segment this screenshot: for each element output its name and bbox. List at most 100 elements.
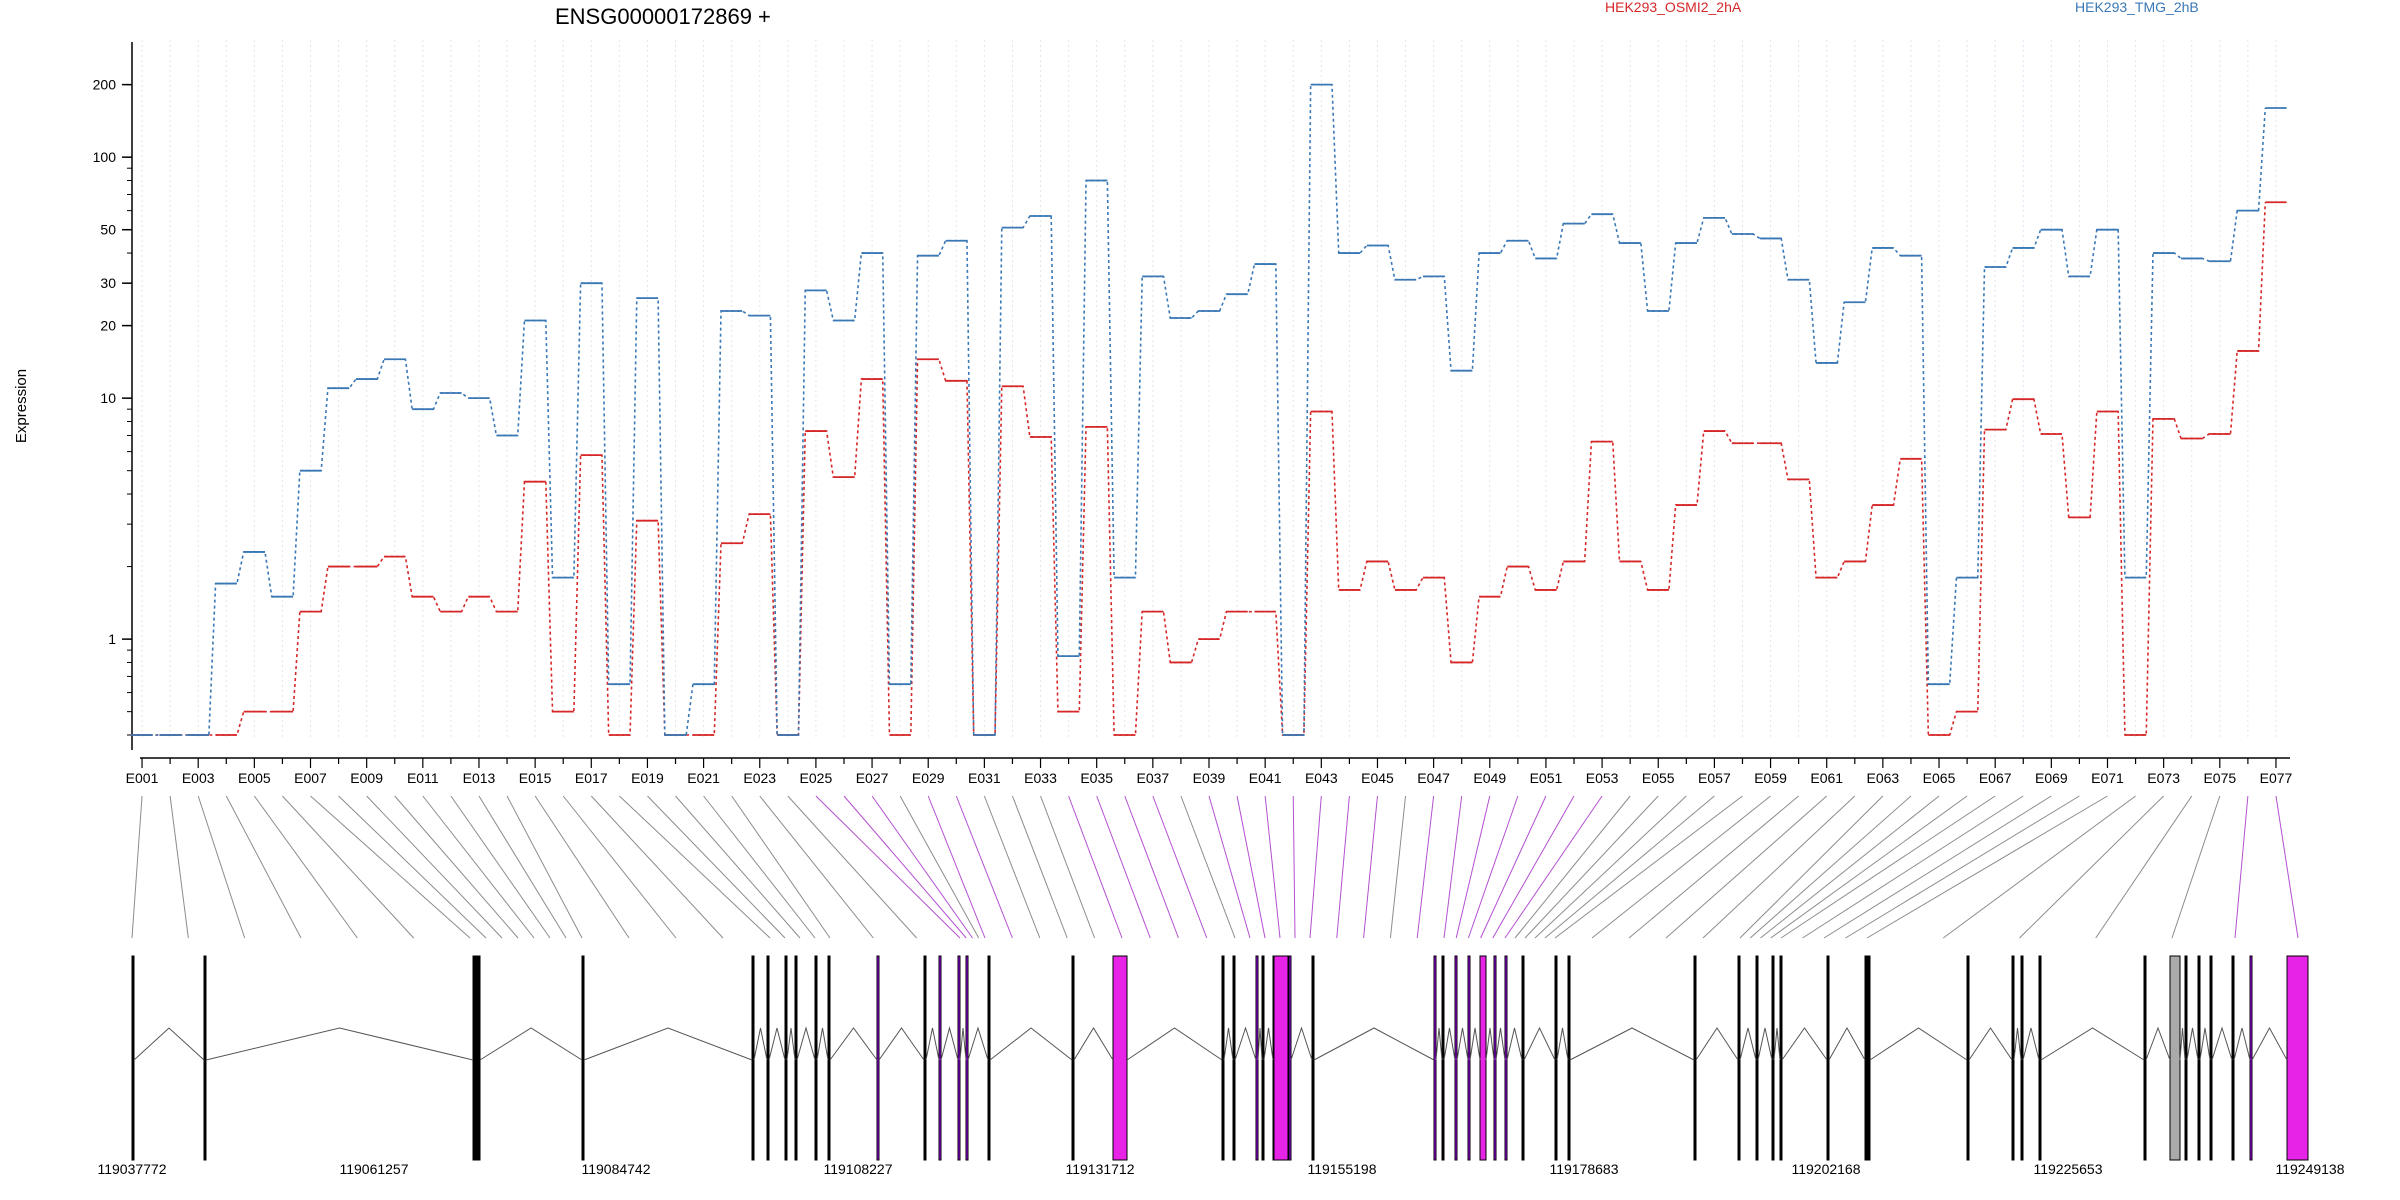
connector-E059 xyxy=(1591,795,1771,939)
genomic-label-119178683: 119178683 xyxy=(1549,1161,1618,1177)
intron-52 xyxy=(2199,1027,2211,1061)
connector-E022 xyxy=(731,795,831,939)
exon-block-36 xyxy=(1567,955,1571,1161)
x-tick-label-E003: E003 xyxy=(182,770,215,786)
intron-2 xyxy=(205,1027,474,1061)
exon-block-7 xyxy=(784,955,788,1161)
intron-29 xyxy=(1456,1027,1469,1061)
exon-block-54 xyxy=(2231,955,2235,1161)
connector-E028 xyxy=(899,795,980,939)
exon-block-18 xyxy=(1112,955,1128,1161)
connector-E007 xyxy=(310,795,471,939)
exon-block-2 xyxy=(203,955,207,1161)
x-tick-label-E001: E001 xyxy=(126,770,159,786)
x-tick-label-E059: E059 xyxy=(1754,770,1787,786)
exon-block-52 xyxy=(2197,955,2201,1161)
exon-block-37 xyxy=(1693,955,1697,1161)
x-tick-label-E063: E063 xyxy=(1867,770,1900,786)
intron-40 xyxy=(1773,1027,1781,1061)
connector-E072 xyxy=(1942,795,2136,939)
x-tick-label-E031: E031 xyxy=(968,770,1001,786)
connector-E014 xyxy=(506,795,583,939)
exon-block-26 xyxy=(1273,955,1289,1161)
intron-25 xyxy=(1290,1026,1313,1061)
intron-1 xyxy=(133,1027,205,1061)
x-tick-label-E009: E009 xyxy=(350,770,383,786)
exon-block-16 xyxy=(987,955,991,1161)
exon-gridlines xyxy=(141,40,2277,740)
connector-E069 xyxy=(1823,795,2052,939)
connector-E004 xyxy=(225,795,302,939)
y-tick-label-20: 20 xyxy=(100,318,116,334)
connector-E073 xyxy=(2019,795,2165,939)
genomic-label-119249138: 119249138 xyxy=(2275,1161,2344,1177)
intron-35 xyxy=(1556,1027,1569,1061)
connector-E044 xyxy=(1336,795,1350,939)
x-tick-label-E075: E075 xyxy=(2203,770,2236,786)
intron-42 xyxy=(1828,1026,1866,1061)
connector-E019 xyxy=(647,795,786,939)
intron-7 xyxy=(786,1027,796,1061)
x-tick-label-E051: E051 xyxy=(1530,770,1563,786)
intron-39 xyxy=(1757,1027,1773,1061)
intron-12 xyxy=(925,1027,940,1061)
connector-E006 xyxy=(282,795,415,939)
genomic-label-119131712: 119131712 xyxy=(1065,1161,1134,1177)
y-tick-label-10: 10 xyxy=(100,390,116,406)
connector-E066 xyxy=(1770,795,1968,939)
connector-E017 xyxy=(590,795,724,939)
exon-block-17 xyxy=(1071,955,1075,1161)
intron-37 xyxy=(1695,1027,1739,1061)
x-axis-exons: E001 E003 E005 E007 E009 E011 E013 E015 E017 E019… xyxy=(126,757,2293,786)
connector-E040 xyxy=(1236,795,1266,939)
y-tick-label-30: 30 xyxy=(100,275,116,291)
x-tick-label-E037: E037 xyxy=(1136,770,1169,786)
genomic-label-119202168: 119202168 xyxy=(1791,1161,1860,1177)
y-tick-label-50: 50 xyxy=(100,222,116,238)
connector-E025 xyxy=(815,795,961,939)
intron-4 xyxy=(583,1027,753,1061)
exon-block-8 xyxy=(794,955,798,1161)
exon-block-6 xyxy=(766,955,770,1161)
connector-E061 xyxy=(1665,795,1828,939)
connector-E074 xyxy=(2095,795,2193,939)
genomic-label-119037772: 119037772 xyxy=(97,1161,166,1177)
genomic-label-119155198: 119155198 xyxy=(1307,1161,1376,1177)
x-tick-label-E027: E027 xyxy=(856,770,889,786)
connector-E013 xyxy=(478,795,567,939)
connector-E002 xyxy=(169,795,189,939)
x-tick-label-E053: E053 xyxy=(1586,770,1619,786)
exon-block-55 xyxy=(2249,955,2253,1161)
intron-38 xyxy=(1739,1027,1757,1061)
connector-E034 xyxy=(1068,795,1123,939)
genomic-coordinate-axis: 119037772 119061257 119084742 119108227 1191… xyxy=(97,1161,2344,1177)
intron-28 xyxy=(1443,1027,1456,1061)
intron-49 xyxy=(2145,1026,2171,1061)
connector-E058 xyxy=(1554,795,1743,939)
x-tick-label-E047: E047 xyxy=(1417,770,1450,786)
connector-E036 xyxy=(1124,795,1179,939)
exon-block-34 xyxy=(1521,955,1525,1161)
intron-20 xyxy=(1234,1026,1257,1061)
legend-entry-tmg: HEK293_TMG_2hB xyxy=(2075,0,2199,15)
connector-E039 xyxy=(1208,795,1251,939)
connector-E011 xyxy=(422,795,535,939)
connector-E037 xyxy=(1152,795,1208,939)
connector-E067 xyxy=(1780,795,1996,939)
connector-E001 xyxy=(131,795,143,939)
exon-block-50 xyxy=(2169,955,2181,1161)
intron-10 xyxy=(829,1027,878,1061)
intron-27 xyxy=(1435,1027,1443,1061)
connector-E077 xyxy=(2275,795,2299,939)
connector-E076 xyxy=(2234,795,2249,939)
connector-E029 xyxy=(927,795,986,939)
connector-E027 xyxy=(871,795,973,939)
exon-block-48 xyxy=(2038,955,2042,1161)
x-tick-label-E019: E019 xyxy=(631,770,664,786)
genomic-label-119108227: 119108227 xyxy=(823,1161,892,1177)
intron-21 xyxy=(1257,1027,1263,1061)
x-tick-label-E011: E011 xyxy=(407,770,439,786)
intron-53 xyxy=(2211,1026,2233,1061)
intron-3 xyxy=(479,1027,583,1061)
